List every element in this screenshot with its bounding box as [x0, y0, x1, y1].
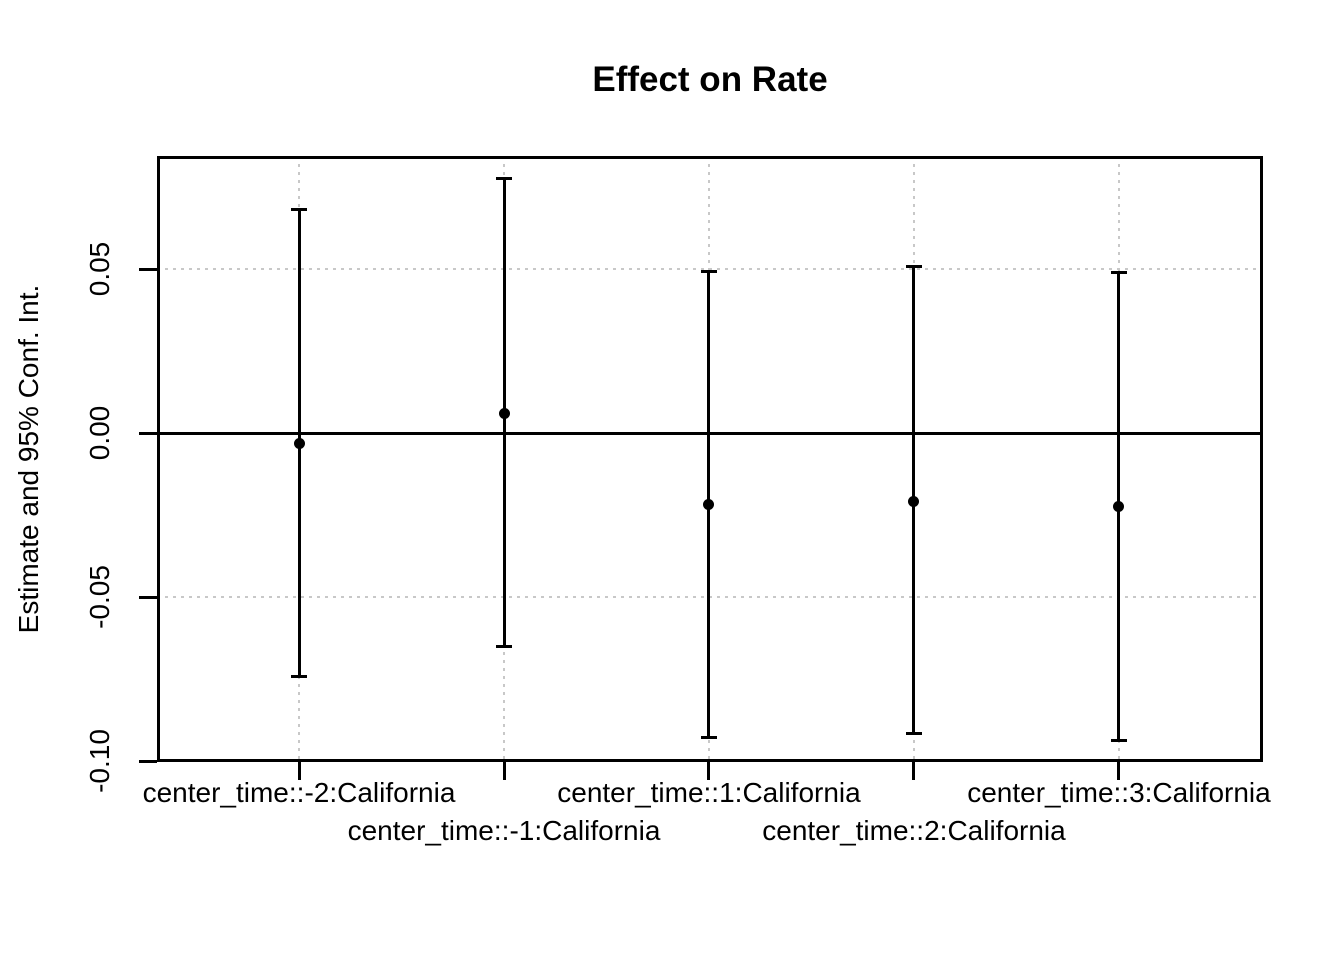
- error-bar-cap-top: [291, 207, 307, 211]
- error-bar-cap-top: [1110, 271, 1127, 275]
- y-axis-tick: [139, 595, 157, 599]
- x-category-label: center_time::-2:California: [142, 777, 456, 808]
- x-category-label: center_time::3:California: [967, 777, 1271, 808]
- x-axis-tick: [297, 762, 301, 780]
- x-axis-tick: [1117, 762, 1121, 780]
- y-tick-label-text: 0.00: [84, 405, 115, 461]
- y-tick-label-text: -0.10: [84, 729, 115, 793]
- y-axis-tick: [139, 759, 157, 763]
- y-axis-title-text: Estimate and 95% Conf. Int.: [13, 284, 44, 634]
- horizontal-gridline: [157, 268, 1263, 271]
- chart-title: Effect on Rate: [592, 60, 828, 99]
- x-axis-tick: [707, 762, 711, 780]
- error-bar-cap-bottom: [496, 645, 512, 649]
- plot-area-border: [157, 156, 1263, 762]
- error-bar-cap-bottom: [1110, 738, 1127, 742]
- point-estimate-dot: [908, 496, 920, 508]
- y-axis-tick: [139, 267, 157, 271]
- x-category-label: center_time::2:California: [762, 815, 1066, 846]
- error-bar-cap-bottom: [291, 675, 307, 679]
- error-bar-cap-top: [700, 269, 717, 273]
- x-category-label: center_time::1:California: [557, 777, 861, 808]
- x-category-label: center_time::-1:California: [347, 815, 661, 846]
- y-tick-label-text: -0.05: [84, 565, 115, 629]
- error-bar-cap-top: [905, 265, 922, 269]
- error-bar-cap-bottom: [905, 732, 922, 736]
- x-axis-tick: [912, 762, 916, 780]
- point-estimate-dot: [293, 437, 305, 449]
- error-bar-cap-bottom: [700, 735, 717, 739]
- point-estimate-dot: [498, 407, 510, 419]
- error-bar-cap-top: [496, 177, 512, 181]
- point-estimate-dot: [703, 499, 715, 511]
- point-estimate-dot: [1113, 501, 1125, 513]
- y-tick-label-text: 0.05: [84, 241, 115, 297]
- y-axis-tick: [139, 431, 157, 435]
- x-axis-tick: [502, 762, 506, 780]
